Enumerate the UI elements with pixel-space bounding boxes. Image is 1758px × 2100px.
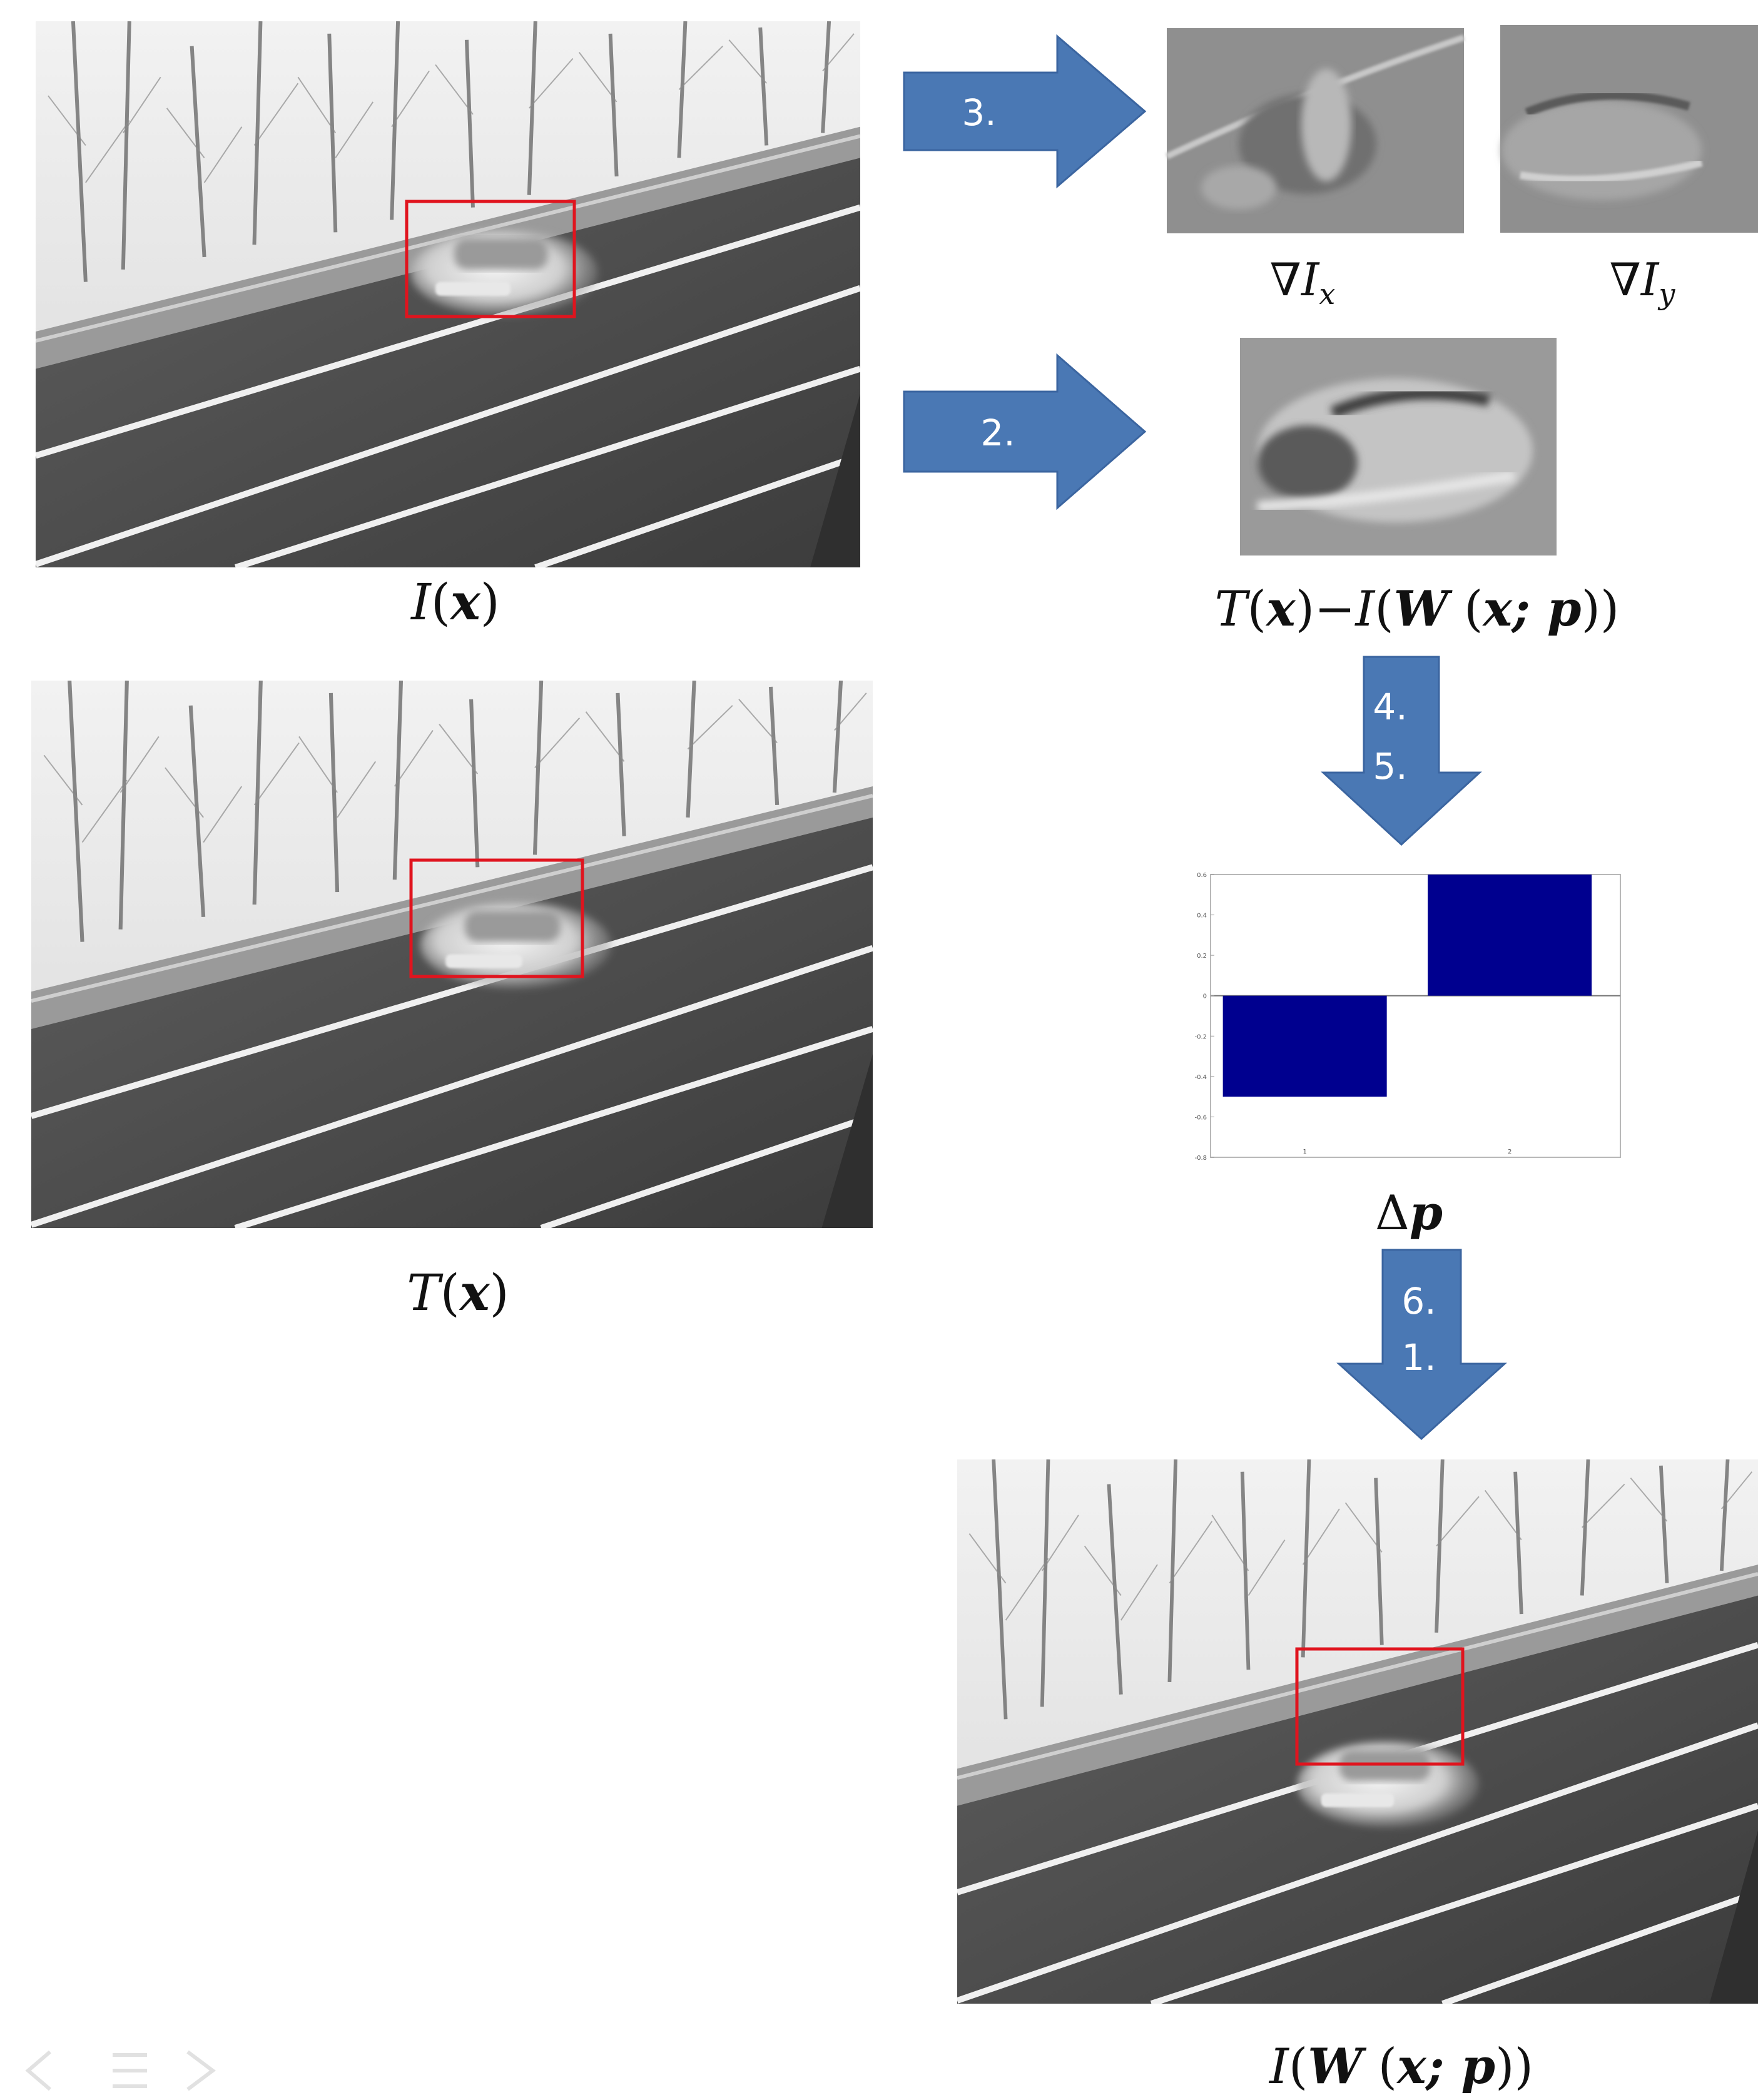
tracking-box (405, 200, 576, 318)
step-arrow-iterate: 6. 1. (1336, 1249, 1507, 1441)
prev-icon[interactable] (25, 2050, 51, 2091)
step-number-update-b: 5. (1373, 745, 1407, 788)
gradient-y-image (1500, 25, 1758, 233)
warped-image (957, 1459, 1758, 2004)
gradient-x-image (1165, 28, 1465, 233)
y-tick-label: -0.8 (1194, 1155, 1207, 1162)
error-image-label: T(x)−I(W (x; p)) (1215, 581, 1620, 637)
bar-2 (1428, 875, 1592, 996)
step-arrow-error: 2. (903, 353, 1147, 510)
input-image (36, 21, 860, 567)
step-number-iterate-b: 1. (1401, 1336, 1436, 1379)
step-arrow-update: 4. 5. (1321, 656, 1482, 846)
step-number-error: 2. (980, 412, 1015, 454)
tracking-box (1295, 1647, 1465, 1766)
y-tick-label: -0.4 (1194, 1074, 1207, 1081)
y-tick-label: 0.6 (1197, 872, 1207, 879)
y-ticks: 0.6 0.4 0.2 0 -0.2 -0.4 -0.6 -0.8 (1194, 872, 1214, 1162)
y-tick-label: -0.6 (1194, 1114, 1207, 1121)
y-tick-label: 0.4 (1197, 913, 1207, 920)
bar-1 (1222, 995, 1387, 1097)
step-number-update-a: 4. (1373, 686, 1407, 728)
delta-p-label: Δp (1375, 1185, 1443, 1240)
template-image (31, 681, 873, 1228)
x-tick-label: 1 (1303, 1149, 1306, 1155)
warped-image-label: I(W (x; p)) (1268, 2038, 1533, 2095)
error-image (1240, 338, 1557, 555)
y-tick-label: -0.2 (1194, 1033, 1207, 1040)
input-image-label: I(x) (410, 572, 500, 631)
gradient-x-label: ∇Ix (1270, 253, 1336, 311)
template-image-label: T(x) (407, 1263, 509, 1322)
step-number-gradient: 3. (962, 91, 996, 134)
x-tick-label: 2 (1508, 1149, 1512, 1155)
y-tick-label: 0 (1203, 993, 1207, 1000)
gradient-y-label: ∇Iy (1610, 253, 1676, 311)
step-arrow-gradient: 3. (903, 34, 1147, 189)
step-number-iterate-a: 6. (1401, 1280, 1436, 1322)
y-tick-label: 0.2 (1197, 953, 1207, 960)
slide-nav[interactable] (25, 2050, 216, 2091)
next-icon[interactable] (186, 2050, 216, 2091)
menu-icon[interactable] (113, 2053, 147, 2088)
tracking-box (409, 858, 584, 978)
